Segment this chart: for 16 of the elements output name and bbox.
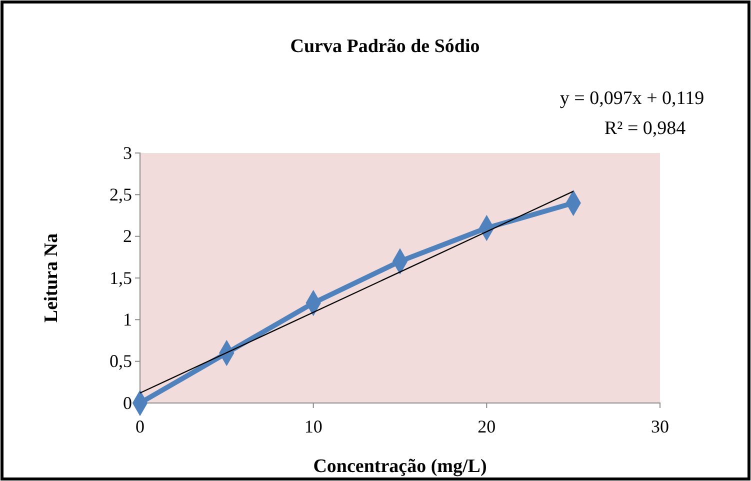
y-tick-label: 1,5 bbox=[110, 268, 132, 288]
text: R² = 0,984 bbox=[604, 118, 686, 139]
text: y = 0,097x + 0,119 bbox=[560, 88, 704, 109]
x-tick-label: 20 bbox=[478, 416, 496, 437]
x-tick-label: 30 bbox=[651, 416, 669, 437]
y-tick-label: 3 bbox=[123, 142, 132, 163]
y-tick-label: 0 bbox=[123, 392, 132, 413]
x-tick-label: 10 bbox=[304, 416, 322, 437]
y-tick-label: 1 bbox=[123, 309, 132, 330]
y-tick-label: 2,5 bbox=[110, 184, 132, 204]
y-tick-label: 2 bbox=[123, 226, 132, 246]
x-tick-label: 0 bbox=[136, 416, 144, 437]
x-axis-title: Concentração (mg/L) bbox=[313, 456, 487, 477]
y-tick-label: 0,5 bbox=[110, 351, 132, 372]
chart-title: Curva Padrão de Sódio bbox=[290, 36, 480, 57]
y-axis-title: Leitura Na bbox=[41, 232, 62, 323]
